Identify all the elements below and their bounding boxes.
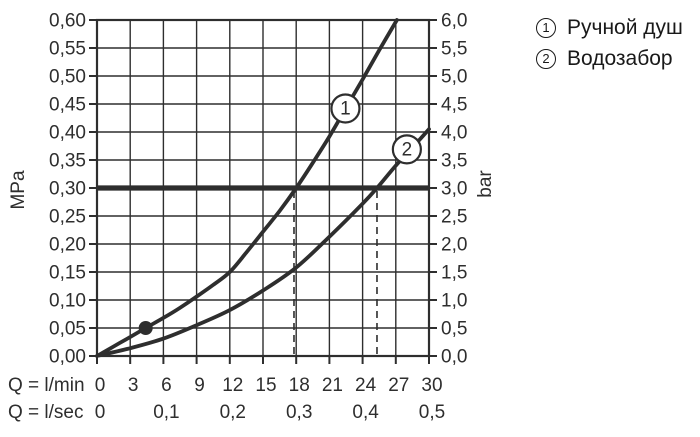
x-secondary-tick-label: 0 [95,402,106,423]
legend-label-hand-shower: Ручной душ [567,16,683,39]
x-axis-label: Q = l/min [8,375,85,396]
x-tick-label: 0 [95,375,106,396]
y-right-tick-label: 1,0 [441,291,467,312]
x-secondary-tick-label: 0,4 [352,402,379,423]
curve-badge-2 [391,134,422,165]
x-tick-label: 6 [161,375,172,396]
x-tick-label: 18 [289,375,310,396]
y-left-tick-label: 0,50 [49,67,86,88]
x-tick-label: 21 [322,375,343,396]
y-right-tick-label: 3,5 [441,151,467,172]
y-left-tick-label: 0,15 [49,263,86,284]
x-secondary-tick-label: 0,1 [153,402,179,423]
y-left-tick-label: 0,60 [49,11,86,32]
curve-2 [95,127,431,358]
y-right-tick-label: 5,5 [441,39,467,60]
legend-item-water-intake: 2 Водозабор [536,48,683,70]
y-left-tick-label: 0,40 [49,123,86,144]
x-tick-label: 24 [355,375,377,396]
y-left-tick-label: 0,35 [49,151,86,172]
y-left-axis-label: MPa [8,170,29,210]
y-left-tick-label: 0,30 [49,179,86,200]
curve-badge-label-2: 2 [402,139,413,160]
y-left-tick-label: 0,10 [49,291,86,312]
x-tick-label: 3 [128,375,139,396]
y-right-axis-label: bar [475,170,496,198]
y-left-tick-label: 0,05 [49,319,86,340]
x-tick-label: 27 [388,375,409,396]
legend-label-water-intake: Водозабор [567,47,673,70]
x-secondary-tick-label: 0,2 [220,402,246,423]
x-tick-label: 12 [222,375,243,396]
x-tick-label: 15 [255,375,276,396]
y-right-tick-label: 5,0 [441,67,467,88]
y-right-tick-label: 0,0 [441,347,467,368]
legend-item-hand-shower: 1 Ручной душ [536,17,683,39]
legend: 1 Ручной душ 2 Водозабор [536,17,683,79]
x-secondary-axis-label: Q = l/sec [8,402,84,423]
point-marker-dot [138,321,153,335]
y-right-tick-label: 1,5 [441,263,467,284]
y-right-tick-label: 0,5 [441,319,467,340]
curve-badge-label-1: 1 [340,98,351,119]
x-secondary-tick-label: 0,5 [419,402,445,423]
x-tick-label: 9 [194,375,205,396]
y-right-tick-label: 2,0 [441,235,467,256]
curve-badge-1 [330,93,361,124]
plot-border [95,18,431,358]
y-left-tick-label: 0,25 [49,207,86,228]
y-left-tick-label: 0,20 [49,235,86,256]
y-right-tick-label: 3,0 [441,179,467,200]
x-tick-label: 30 [421,375,442,396]
y-left-tick-label: 0,00 [49,347,86,368]
y-right-tick-label: 6,0 [441,11,467,32]
y-right-tick-label: 4,5 [441,95,467,116]
y-right-tick-label: 4,0 [441,123,467,144]
legend-badge-1: 1 [536,18,556,38]
y-left-tick-label: 0,45 [49,95,86,116]
y-left-tick-label: 0,55 [49,39,86,60]
x-secondary-tick-label: 0,3 [286,402,312,423]
y-right-tick-label: 2,5 [441,207,467,228]
legend-badge-2: 2 [536,49,556,69]
